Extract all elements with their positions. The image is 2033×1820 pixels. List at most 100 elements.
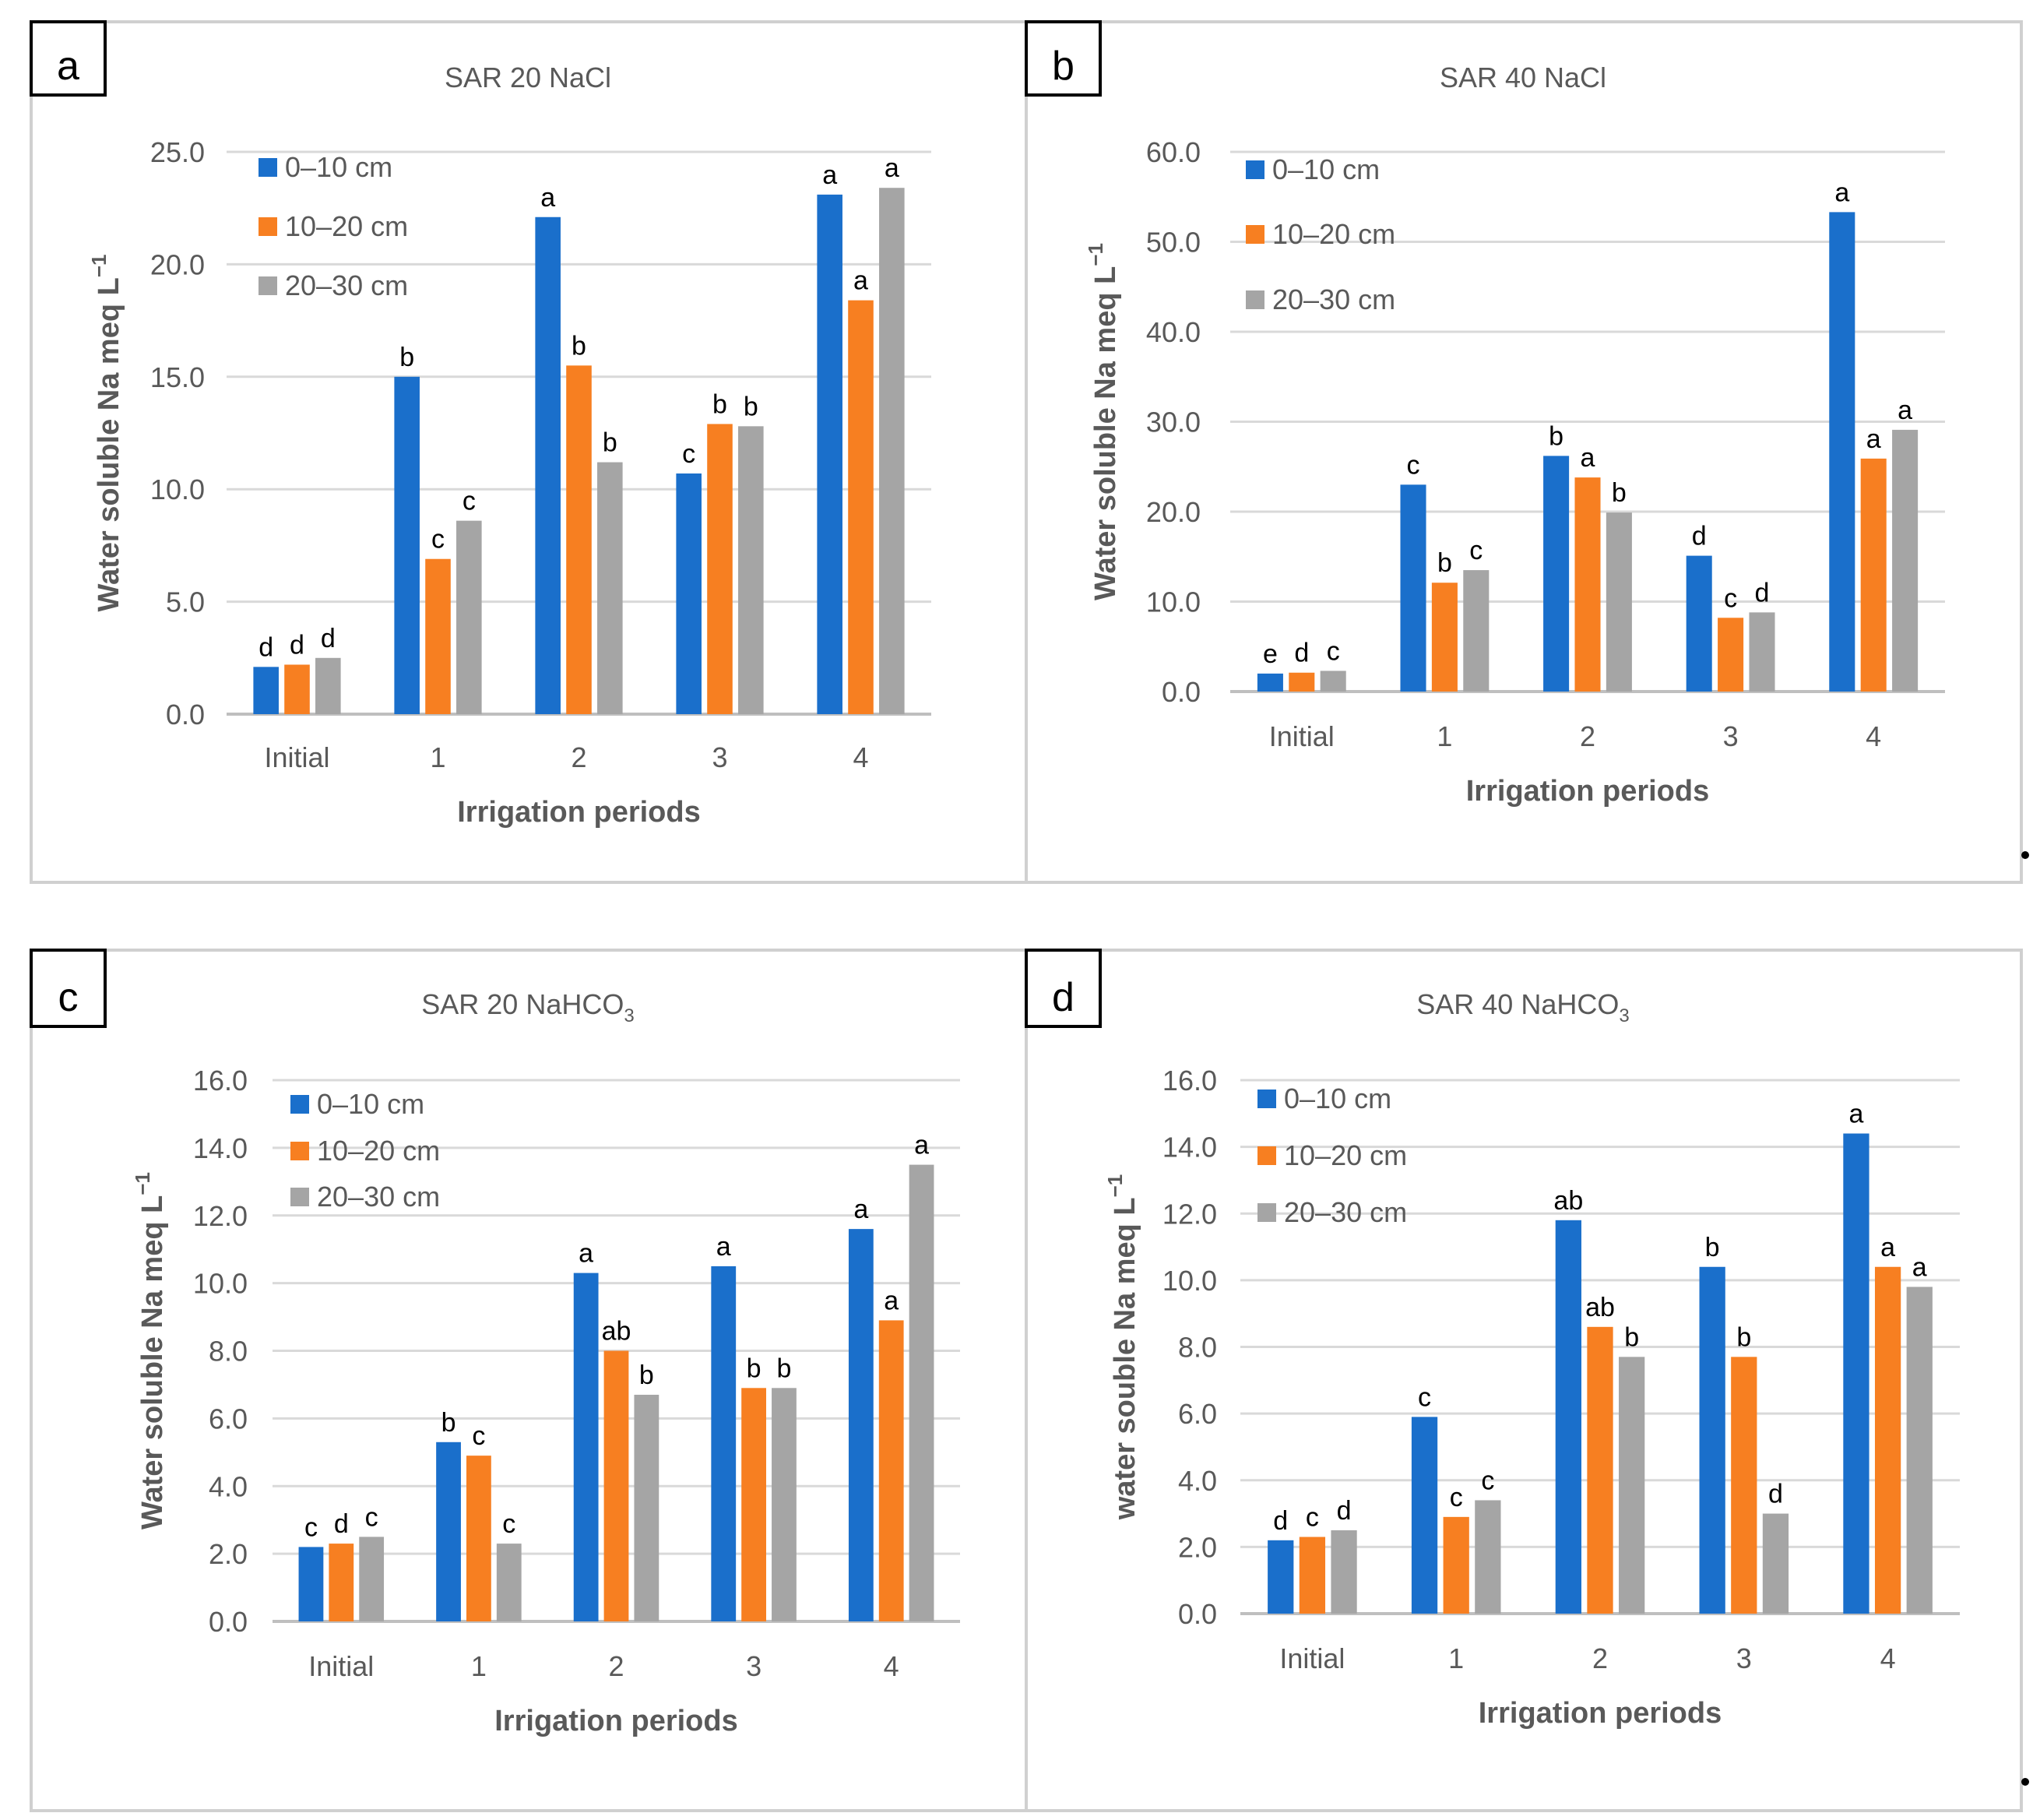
y-tick-label: 0.0 <box>166 699 205 730</box>
legend-swatch <box>259 217 277 236</box>
significance-letter: c <box>1481 1466 1494 1495</box>
significance-letter: b <box>1705 1233 1720 1262</box>
legend-label: 0–10 cm <box>1272 153 1380 185</box>
significance-letter: b <box>1437 548 1452 578</box>
bar-b-s2-c4 <box>1892 429 1919 692</box>
legend-swatch <box>1246 225 1264 244</box>
y-tick-label: 14.0 <box>1162 1132 1217 1163</box>
x-axis-label: Irrigation periods <box>1466 775 1709 808</box>
significance-letter: b <box>1549 421 1563 451</box>
bar-c-s2-c4 <box>909 1164 934 1621</box>
significance-letter: ab <box>1553 1186 1583 1216</box>
y-tick-label: 5.0 <box>166 586 205 618</box>
legend-label: 0–10 cm <box>317 1088 424 1120</box>
significance-letter: c <box>1418 1382 1431 1412</box>
x-tick-label: 4 <box>853 741 868 773</box>
significance-letter: b <box>747 1354 761 1383</box>
significance-letter: c <box>502 1509 515 1539</box>
x-axis-label: Irrigation periods <box>494 1705 737 1737</box>
y-tick-label: 50.0 <box>1146 227 1201 259</box>
y-tick-label: 10.0 <box>193 1268 248 1300</box>
significance-letter: d <box>334 1509 349 1539</box>
bar-b-s1-c4 <box>1860 458 1887 692</box>
y-tick-label: 6.0 <box>1178 1398 1217 1430</box>
bar-c-s2-c3 <box>772 1388 797 1621</box>
bar-c-s2-c1 <box>496 1544 522 1621</box>
bar-c-s1-c2 <box>603 1350 629 1621</box>
y-tick-label: 20.0 <box>1146 496 1201 528</box>
significance-letter: a <box>853 1195 868 1224</box>
significance-letter: a <box>822 160 837 190</box>
panel-label: a <box>57 44 79 89</box>
bar-c-s1-c3 <box>741 1388 766 1621</box>
x-tick-label: Initial <box>1269 720 1335 752</box>
bar-b-s2-c1 <box>1463 570 1490 692</box>
bar-b-s1-c1 <box>1431 583 1458 692</box>
significance-letter: b <box>603 428 617 458</box>
significance-letter: ab <box>602 1317 631 1347</box>
bar-a-s0-c2 <box>535 216 561 714</box>
y-tick-label: 15.0 <box>150 361 205 393</box>
legend-swatch <box>290 1095 309 1114</box>
significance-letter: b <box>639 1361 654 1390</box>
significance-letter: a <box>1581 443 1595 473</box>
significance-letter: c <box>1450 1483 1463 1512</box>
x-tick-label: 2 <box>1580 720 1595 752</box>
bar-b-s1-c2 <box>1574 477 1601 692</box>
legend-swatch <box>290 1142 309 1160</box>
chart-title: SAR 40 NaCl <box>1440 62 1606 93</box>
bar-d-s1-c0 <box>1299 1537 1326 1614</box>
legend-label: 10–20 cm <box>317 1135 440 1167</box>
bar-a-s0-c4 <box>817 194 842 714</box>
legend-swatch <box>290 1188 309 1206</box>
y-axis-label: Water soluble Na meq L−1 <box>131 1172 169 1530</box>
x-tick-label: 1 <box>471 1650 487 1682</box>
bar-d-s2-c2 <box>1619 1357 1645 1614</box>
bar-d-s1-c1 <box>1443 1516 1469 1614</box>
y-tick-label: 12.0 <box>193 1200 248 1232</box>
y-tick-label: 4.0 <box>209 1470 248 1502</box>
bar-c-s2-c0 <box>359 1537 385 1621</box>
bar-a-s1-c2 <box>566 365 592 714</box>
bar-b-s1-c0 <box>1289 672 1315 692</box>
significance-letter: d <box>1337 1496 1352 1526</box>
bar-d-s0-c3 <box>1699 1266 1725 1614</box>
legend-label: 0–10 cm <box>1284 1082 1391 1114</box>
panel-label: b <box>1052 44 1075 89</box>
bar-c-s0-c0 <box>298 1547 324 1621</box>
x-tick-label: 1 <box>430 741 445 773</box>
bar-c-s0-c3 <box>711 1266 737 1621</box>
chart-panel-d: d SAR 40 NaHCO3 0.0 2.0 4.0 6.0 8.0 10.0 12.0 14.… <box>1025 949 2023 1812</box>
significance-letter: e <box>1263 639 1278 669</box>
y-tick-label: 10.0 <box>1146 586 1201 618</box>
bar-a-s2-c1 <box>456 520 482 714</box>
y-tick-label: 2.0 <box>209 1538 248 1570</box>
x-tick-label: 4 <box>884 1650 899 1682</box>
significance-letter: b <box>1624 1322 1639 1352</box>
significance-letter: c <box>365 1502 378 1532</box>
y-tick-label: 0.0 <box>209 1606 248 1638</box>
significance-letter: c <box>1469 536 1483 565</box>
chart-title: SAR 20 NaHCO3 <box>421 988 634 1026</box>
significance-letter: b <box>776 1354 791 1383</box>
x-tick-label: 3 <box>1723 720 1739 752</box>
bar-b-s1-c3 <box>1718 618 1744 692</box>
bar-a-s1-c1 <box>425 558 451 714</box>
edge-dot <box>2021 851 2029 859</box>
significance-letter: d <box>321 624 336 653</box>
bar-d-s0-c0 <box>1268 1540 1294 1614</box>
chart-panel-b: b SAR 40 NaCl 0.0 10.0 20.0 30.0 40.0 50.0 60.0 e… <box>1025 20 2023 884</box>
panel-label-box <box>1025 949 1102 1028</box>
significance-letter: a <box>1834 178 1849 207</box>
significance-letter: c <box>472 1421 485 1451</box>
bar-c-s1-c4 <box>878 1320 904 1621</box>
panel-frame <box>1025 949 2023 1812</box>
legend-label: 10–20 cm <box>1272 218 1395 250</box>
x-tick-label: 1 <box>1448 1642 1464 1674</box>
y-tick-label: 14.0 <box>193 1132 248 1164</box>
significance-letter: a <box>1880 1233 1895 1262</box>
bar-a-s0-c3 <box>676 473 702 714</box>
x-tick-label: 3 <box>1736 1642 1752 1674</box>
